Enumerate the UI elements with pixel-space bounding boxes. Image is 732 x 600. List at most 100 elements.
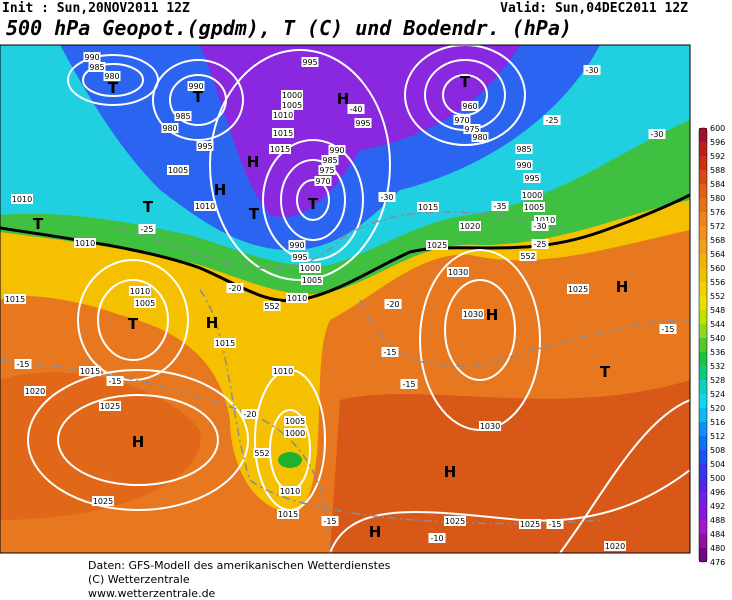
contour-label: -15 <box>108 377 121 386</box>
contour-label: -15 <box>548 520 561 529</box>
label-box <box>546 519 564 529</box>
label-box <box>567 284 589 294</box>
colorbar-label: 548 <box>710 306 725 315</box>
colorbar-swatch <box>699 324 707 338</box>
colorbar-swatch <box>699 268 707 282</box>
colorbar-swatch <box>699 366 707 380</box>
label-box <box>453 115 471 125</box>
label-box <box>521 190 543 200</box>
colorbar-swatch <box>699 478 707 492</box>
contour-label: -20 <box>243 410 256 419</box>
map-title: 500 hPa Geopot.(gpdm), T (C) und Bodendr… <box>6 16 572 40</box>
label-box <box>519 519 541 529</box>
label-box <box>426 240 448 250</box>
colorbar-swatch <box>699 408 707 422</box>
colorbar-label: 512 <box>710 432 725 441</box>
label-box <box>314 176 332 186</box>
contour-label: 990 <box>84 53 99 62</box>
valid-time: Valid: Sun,04DEC2011 12Z <box>500 1 688 16</box>
contour-label: 970 <box>454 116 469 125</box>
footer-copyright: (C) Wetterzentrale <box>88 573 190 586</box>
label-box <box>515 160 533 170</box>
label-box <box>301 275 323 285</box>
contour-label: -25 <box>140 225 153 234</box>
contour-label: 1010 <box>75 239 95 248</box>
contour-label: -15 <box>383 348 396 357</box>
contour-label: 985 <box>175 112 190 121</box>
contour-label: -15 <box>323 517 336 526</box>
label-box <box>4 294 26 304</box>
contour-label: 990 <box>516 161 531 170</box>
contour-label: 1000 <box>522 191 542 200</box>
colorbar-label: 520 <box>710 404 725 413</box>
label-box <box>24 386 46 396</box>
colorbar-label: 544 <box>710 320 725 329</box>
colorbar-swatch <box>699 520 707 534</box>
contour-label: -30 <box>533 222 546 231</box>
colorbar-label: 492 <box>710 502 725 511</box>
label-box <box>463 124 481 134</box>
pressure-center: H <box>444 463 457 481</box>
contour-label: 1020 <box>460 222 480 231</box>
contour-label: 1030 <box>448 268 468 277</box>
contour-label: -20 <box>228 284 241 293</box>
label-box <box>531 221 549 231</box>
label-box <box>92 496 114 506</box>
colorbar-swatch <box>699 394 707 408</box>
label-box <box>187 81 205 91</box>
contour-label: -40 <box>349 105 362 114</box>
pressure-center: T <box>143 198 154 216</box>
label-box <box>378 192 396 202</box>
label-box <box>321 516 339 526</box>
label-box <box>279 486 301 496</box>
contour-label: 1030 <box>463 310 483 319</box>
colorbar-label: 588 <box>710 166 725 175</box>
colorbar-frame <box>698 127 708 563</box>
colorbar-label: 528 <box>710 376 725 385</box>
label-box <box>318 165 336 175</box>
contour-label: 1005 <box>524 203 544 212</box>
label-box <box>531 239 549 249</box>
colorbar-swatch <box>699 184 707 198</box>
contour-label: 990 <box>329 146 344 155</box>
label-box <box>214 338 236 348</box>
colorbar-label: 496 <box>710 488 725 497</box>
colorbar-swatch <box>699 282 707 296</box>
contour-label: -25 <box>545 116 558 125</box>
label-box <box>79 366 101 376</box>
pressure-center: H <box>616 278 629 296</box>
colorbar-label: 532 <box>710 362 725 371</box>
label-box <box>74 238 96 248</box>
label-box <box>604 541 626 551</box>
contour-label: 1005 <box>302 276 322 285</box>
footer-source: Daten: GFS-Modell des amerikanischen Wet… <box>88 559 391 572</box>
contour-label: 1010 <box>12 195 32 204</box>
colorbar-label: 564 <box>710 250 725 259</box>
colorbar-swatch <box>699 170 707 184</box>
contour-label: 1010 <box>130 287 150 296</box>
label-box <box>523 173 541 183</box>
colorbar-label: 524 <box>710 390 725 399</box>
contour-label: 1010 <box>273 367 293 376</box>
contour-label: 995 <box>355 119 370 128</box>
colorbar-label: 576 <box>710 208 725 217</box>
label-box <box>299 263 321 273</box>
label-box <box>167 165 189 175</box>
contour-label: 985 <box>322 156 337 165</box>
contour-label: 1025 <box>520 520 540 529</box>
colorbar-swatch <box>699 254 707 268</box>
label-box <box>284 428 306 438</box>
contour-label: 552 <box>254 449 269 458</box>
contour-label: 1030 <box>480 422 500 431</box>
contour-label: 1020 <box>25 387 45 396</box>
contour-label: 1025 <box>100 402 120 411</box>
colorbar-swatch <box>699 212 707 226</box>
contour-label: -30 <box>650 130 663 139</box>
label-box <box>491 201 509 211</box>
contour-label: 985 <box>516 145 531 154</box>
contour-label: 1010 <box>195 202 215 211</box>
pressure-center: T <box>600 363 611 381</box>
contour-label: 1005 <box>135 299 155 308</box>
contour-label: 980 <box>104 72 119 81</box>
